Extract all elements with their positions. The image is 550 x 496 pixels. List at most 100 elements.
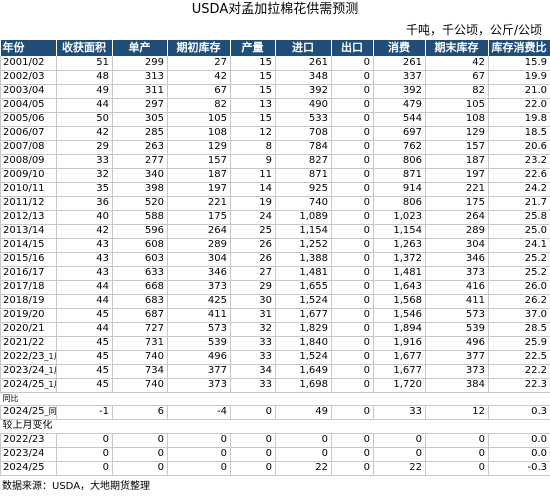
table-row: 2017/18 44 668 373 29 1,655 0 1,643 416 26.0 [0, 280, 550, 295]
harvest-area-cell: 43 [56, 238, 113, 253]
year-label: 2018/19 [3, 295, 45, 306]
stocks-to-use-cell: 21.0 [488, 84, 550, 99]
header-production: 产量 [230, 40, 276, 56]
exports-cell: 0 [331, 140, 374, 155]
ending-stocks-cell: 0 [425, 461, 489, 476]
year-cell: 2015/16 [0, 252, 57, 267]
table-row: 2012/13 40 588 175 24 1,089 0 1,023 264 25.8 [0, 210, 550, 225]
mom-section-header-label: 较上月变化 [0, 419, 550, 434]
harvest-area-cell: 51 [56, 56, 113, 71]
production-cell: 14 [230, 182, 276, 197]
exports-cell: 0 [331, 182, 374, 197]
stocks-to-use-cell: 22.2 [488, 364, 550, 379]
production-cell: 26 [230, 238, 276, 253]
imports-cell: 784 [275, 140, 332, 155]
stocks-to-use-cell: 21.7 [488, 196, 550, 211]
production-cell: 12 [230, 126, 276, 141]
beginning-stocks-cell: 377 [167, 364, 231, 379]
year-cell: 2016/17 [0, 266, 57, 281]
exports-cell: 0 [331, 84, 374, 99]
imports-cell: 348 [275, 70, 332, 85]
production-cell: 27 [230, 266, 276, 281]
exports-cell: 0 [331, 308, 374, 323]
harvest-area-cell: 32 [56, 168, 113, 183]
table-row: 2005/06 50 305 105 15 533 0 544 108 19.8 [0, 112, 550, 127]
imports-cell: 1,154 [275, 224, 332, 239]
yield-cell: 311 [112, 84, 168, 99]
table-row: 2021/22 45 731 539 33 1,840 0 1,916 496 25.9 [0, 336, 550, 351]
imports-cell: 22 [275, 461, 332, 476]
beginning-stocks-cell: 264 [167, 224, 231, 239]
stocks-to-use-cell: 25.2 [488, 266, 550, 281]
imports-cell: 533 [275, 112, 332, 127]
year-cell: 2012/13 [0, 210, 57, 225]
production-cell: 32 [230, 322, 276, 337]
exports-cell: 0 [331, 126, 374, 141]
harvest-area-cell: 48 [56, 70, 113, 85]
exports-cell: 0 [331, 266, 374, 281]
consumption-cell: 1,720 [373, 378, 426, 393]
stocks-to-use-cell: 22.6 [488, 168, 550, 183]
mom-row: 2023/24 0 0 0 0 0 0 0 0 0.0 [0, 447, 550, 462]
year-cell: 2009/10 [0, 168, 57, 183]
consumption-cell: 33 [373, 405, 426, 420]
harvest-area-cell: 42 [56, 126, 113, 141]
production-cell: 25 [230, 224, 276, 239]
harvest-area-cell: 0 [56, 461, 113, 476]
header-imports: 进口 [275, 40, 332, 56]
consumption-cell: 261 [373, 56, 426, 71]
consumption-cell: 337 [373, 70, 426, 85]
yield-cell: 313 [112, 70, 168, 85]
year-label: 2011/12 [3, 197, 45, 208]
ending-stocks-cell: 539 [425, 322, 489, 337]
year-cell: 2003/04 [0, 84, 57, 99]
year-label: 2024/25 [3, 406, 45, 417]
harvest-area-cell: 44 [56, 322, 113, 337]
year-label: 2002/03 [3, 71, 45, 82]
year-label: 2024/25 [3, 379, 45, 390]
yield-cell: 734 [112, 364, 168, 379]
ending-stocks-cell: 157 [425, 140, 489, 155]
year-label: 2019/20 [3, 309, 45, 320]
year-label: 2006/07 [3, 127, 45, 138]
yield-cell: 588 [112, 210, 168, 225]
imports-cell: 740 [275, 196, 332, 211]
production-cell: 15 [230, 84, 276, 99]
yield-cell: 727 [112, 322, 168, 337]
ending-stocks-cell: 384 [425, 378, 489, 393]
year-label: 2023/24 [3, 448, 45, 459]
stocks-to-use-cell: 23.2 [488, 154, 550, 169]
table-row: 2003/04 49 311 67 15 392 0 392 82 21.0 [0, 84, 550, 99]
beginning-stocks-cell: 573 [167, 322, 231, 337]
exports-cell: 0 [331, 378, 374, 393]
mom-row: 2022/23 0 0 0 0 0 0 0 0 0.0 [0, 433, 550, 448]
exports-cell: 0 [331, 70, 374, 85]
production-cell: 33 [230, 378, 276, 393]
stocks-to-use-cell: 25.0 [488, 224, 550, 239]
header-stocks-to-use: 库存消费比 [488, 40, 550, 56]
header-consumption: 消费 [373, 40, 426, 56]
harvest-area-cell: 36 [56, 196, 113, 211]
stocks-to-use-cell: 0.0 [488, 447, 550, 462]
yield-cell: 668 [112, 280, 168, 295]
stocks-to-use-cell: 24.2 [488, 182, 550, 197]
consumption-cell: 762 [373, 140, 426, 155]
production-cell: 33 [230, 336, 276, 351]
imports-cell: 1,655 [275, 280, 332, 295]
table-row: 2019/20 45 687 411 31 1,677 0 1,546 573 37.0 [0, 308, 550, 323]
production-cell: 0 [230, 461, 276, 476]
ending-stocks-cell: 346 [425, 252, 489, 267]
mom-row: 2024/25 0 0 0 0 22 0 22 0 -0.3 [0, 461, 550, 476]
year-label: 2007/08 [3, 141, 45, 152]
yield-cell: 683 [112, 294, 168, 309]
year-label: 2014/15 [3, 239, 45, 250]
year-cell: 2022/23 [0, 433, 57, 448]
production-cell: 8 [230, 140, 276, 155]
imports-cell: 1,677 [275, 308, 332, 323]
table-row: 2002/03 48 313 42 15 348 0 337 67 19.9 [0, 70, 550, 85]
exports-cell: 0 [331, 433, 374, 448]
beginning-stocks-cell: 373 [167, 378, 231, 393]
consumption-cell: 697 [373, 126, 426, 141]
exports-cell: 0 [331, 154, 374, 169]
year-cell: 2022/23_1月 [0, 350, 57, 365]
